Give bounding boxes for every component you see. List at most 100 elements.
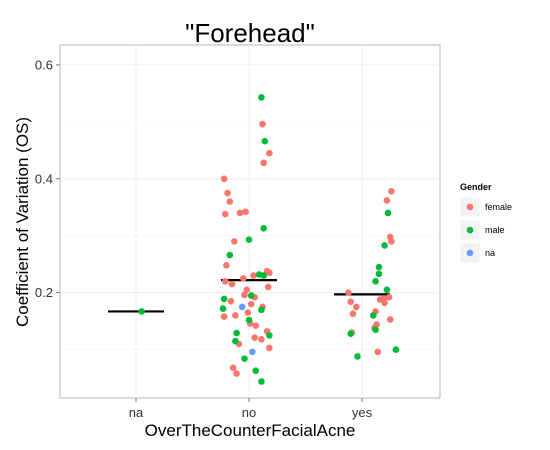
data-point-female — [264, 283, 272, 291]
legend: Gender female male na — [459, 182, 512, 264]
data-point-female — [231, 238, 238, 245]
data-point-female — [224, 189, 231, 197]
y-axis-ticks: 0.2 0.4 0.6 — [35, 57, 60, 300]
chart-title: "Forehead" — [185, 18, 315, 48]
x-tick-label: na — [129, 405, 144, 420]
data-point-male — [258, 378, 265, 385]
legend-entry-male: male — [459, 219, 505, 241]
data-point-female — [388, 188, 395, 195]
legend-label: female — [485, 202, 512, 212]
legend-entry-na: na — [459, 242, 495, 264]
data-point-female — [220, 313, 228, 320]
x-axis-ticks: na no yes — [129, 398, 373, 420]
data-point-female — [221, 277, 229, 285]
legend-entries: female male na — [459, 196, 512, 264]
y-tick-label: 0.2 — [35, 285, 53, 300]
data-point-female — [250, 272, 257, 279]
data-point-female — [266, 149, 273, 157]
data-point-male — [261, 137, 269, 145]
data-point-male — [220, 295, 228, 303]
data-point-female — [383, 197, 391, 204]
data-point-female — [232, 312, 239, 319]
x-tick-label: no — [242, 405, 256, 420]
data-point-male — [375, 263, 383, 271]
data-point-male — [232, 337, 239, 345]
data-point-female — [241, 291, 248, 299]
data-point-male — [247, 292, 255, 299]
data-points — [138, 94, 400, 385]
data-point-female — [260, 159, 267, 167]
data-point-male — [219, 305, 227, 312]
data-point-female — [258, 336, 265, 343]
data-point-female — [381, 299, 388, 307]
data-point-male — [245, 316, 253, 324]
data-point-male — [347, 330, 355, 337]
y-axis-title: Coefficient of Variation (OS) — [13, 117, 32, 327]
data-point-female — [266, 344, 273, 352]
data-point-male — [383, 286, 391, 294]
mean-bars — [108, 279, 390, 313]
data-point-female — [242, 208, 249, 216]
data-point-female — [259, 120, 266, 128]
data-point-female — [247, 300, 255, 308]
data-point-male — [258, 94, 265, 101]
data-point-female — [266, 269, 273, 277]
x-axis-title: OverTheCounterFacialAcne — [145, 421, 356, 440]
data-point-female — [228, 280, 236, 288]
data-point-male — [354, 353, 361, 360]
data-point-male — [260, 225, 267, 232]
plot-panel — [59, 44, 441, 399]
data-point-female — [236, 209, 244, 217]
data-point-female — [227, 297, 235, 305]
data-point-female — [233, 370, 240, 377]
legend-swatch — [466, 249, 474, 257]
data-point-female — [221, 210, 229, 218]
data-point-female — [376, 296, 384, 303]
legend-swatch — [466, 226, 474, 234]
data-point-male — [372, 326, 379, 333]
data-point-male — [370, 312, 377, 319]
data-point-na — [238, 303, 246, 311]
data-point-female — [349, 310, 357, 318]
data-point-male — [392, 346, 400, 353]
data-point-female — [244, 309, 252, 316]
legend-label: male — [485, 225, 505, 235]
data-point-male — [381, 242, 388, 249]
data-point-na — [249, 348, 256, 356]
data-point-female — [251, 334, 258, 341]
data-point-male — [258, 306, 265, 314]
legend-entry-female: female — [459, 196, 512, 218]
data-point-female — [223, 262, 230, 269]
data-point-female — [220, 175, 228, 183]
data-point-female — [386, 316, 394, 323]
grid — [60, 45, 440, 398]
data-point-male — [233, 329, 240, 337]
data-point-female — [345, 289, 352, 296]
legend-label: na — [485, 248, 495, 258]
data-point-female — [385, 293, 393, 301]
legend-title: Gender — [460, 182, 492, 192]
data-point-male — [375, 270, 383, 278]
data-point-male — [241, 355, 248, 363]
data-point-female — [226, 198, 234, 205]
data-point-male — [226, 251, 234, 259]
data-point-female — [229, 364, 237, 372]
data-point-female — [388, 238, 395, 245]
data-point-male — [252, 367, 260, 374]
x-tick-label: yes — [352, 405, 373, 420]
legend-swatch — [466, 203, 474, 211]
data-point-male — [266, 332, 273, 339]
data-point-male — [372, 277, 379, 285]
data-point-female — [353, 303, 360, 311]
y-tick-label: 0.6 — [35, 57, 53, 72]
data-point-female — [347, 298, 355, 306]
data-point-male — [245, 236, 253, 244]
data-point-female — [374, 348, 382, 356]
data-point-female — [252, 322, 260, 329]
data-point-female — [243, 286, 251, 294]
data-point-male — [260, 272, 267, 279]
data-point-female — [240, 275, 247, 282]
data-point-male — [384, 209, 392, 217]
data-point-male — [138, 308, 145, 315]
